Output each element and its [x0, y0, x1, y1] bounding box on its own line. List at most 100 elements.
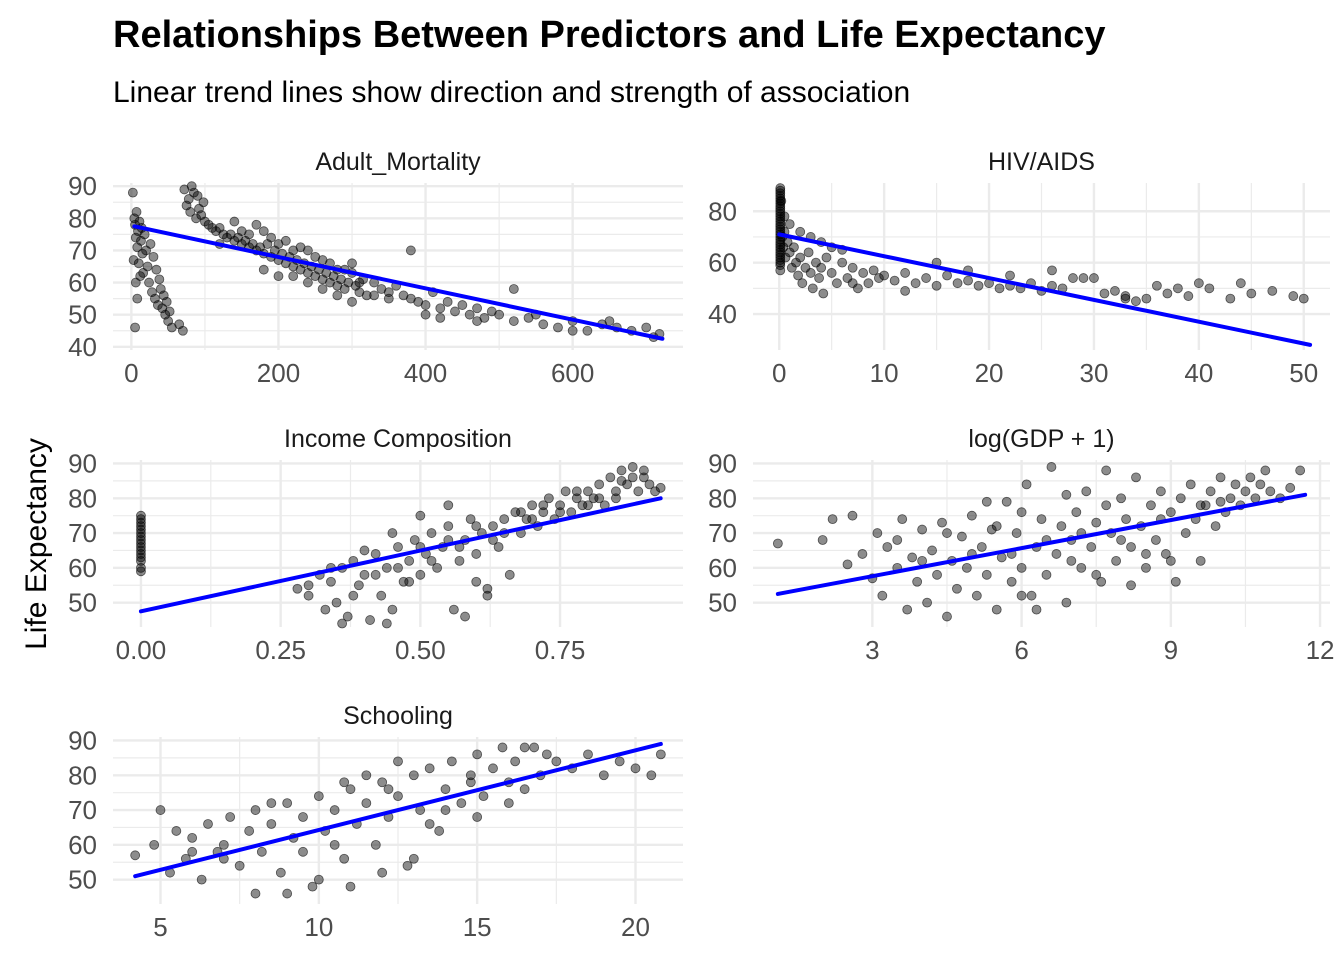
data-point [541, 749, 552, 760]
data-point [577, 500, 588, 511]
data-point [857, 549, 868, 559]
data-point [1155, 486, 1166, 497]
data-point [454, 555, 465, 566]
data-point [567, 325, 578, 336]
data-point [376, 284, 387, 294]
data-point [332, 290, 343, 301]
data-point [187, 832, 198, 843]
data-point [337, 618, 348, 629]
data-point [1051, 549, 1062, 559]
data-point [1016, 590, 1027, 601]
data-point [387, 604, 398, 615]
data-point [882, 542, 893, 552]
data-point [1151, 535, 1161, 545]
x-tick-label: 10 [870, 358, 899, 388]
data-point [342, 611, 353, 622]
data-point [1152, 280, 1162, 291]
data-point [818, 288, 829, 299]
data-point [1298, 293, 1309, 304]
data-point [136, 521, 146, 532]
data-point [616, 475, 627, 486]
data-point [225, 812, 236, 822]
y-tick-label: 90 [68, 725, 97, 755]
data-point [858, 268, 869, 278]
data-point [1230, 479, 1241, 490]
data-point [465, 770, 476, 781]
data-point [359, 545, 370, 556]
data-point [650, 486, 660, 497]
data-point [472, 316, 482, 326]
data-point [775, 255, 786, 265]
facet-title: HIV/AIDS [988, 148, 1095, 176]
data-point [789, 242, 799, 253]
data-point [432, 562, 443, 573]
data-point [598, 770, 609, 781]
data-point [917, 555, 928, 566]
facet-panel: 5 10 15 20 50 60 70 80 90 Schooling [68, 702, 683, 942]
data-point [803, 247, 814, 258]
data-point [784, 219, 795, 230]
data-point [336, 274, 346, 285]
data-point [1285, 482, 1296, 493]
data-point [365, 615, 375, 625]
data-point [136, 562, 146, 573]
data-point [991, 521, 1002, 532]
data-point [420, 300, 431, 310]
data-point [795, 252, 806, 263]
data-point [185, 207, 196, 217]
data-point [847, 278, 858, 289]
data-point [320, 604, 331, 615]
data-points [775, 183, 1309, 307]
data-point [148, 251, 159, 262]
facet-panel: 0 10 20 30 40 50 40 60 80 HIV/AIDS [708, 148, 1330, 388]
data-point [994, 283, 1005, 294]
data-point [376, 590, 387, 601]
data-point [853, 283, 863, 294]
x-tick-label: 6 [1014, 635, 1028, 665]
data-point [424, 819, 435, 829]
data-point [611, 493, 621, 504]
data-point [443, 521, 454, 532]
data-point [963, 275, 973, 286]
data-point [244, 229, 254, 240]
data-point [478, 791, 489, 802]
data-point [800, 262, 811, 273]
data-point [303, 277, 313, 288]
data-point [446, 756, 457, 767]
data-point [1031, 604, 1042, 615]
trend-line [138, 496, 663, 614]
data-point [196, 874, 207, 885]
data-point [638, 465, 649, 476]
facet-title: Income Composition [284, 425, 512, 453]
x-tick-label: 600 [551, 358, 594, 388]
data-point [553, 322, 563, 333]
data-point [1141, 562, 1151, 573]
data-point [295, 242, 306, 253]
data-point [258, 226, 269, 237]
data-point [952, 278, 963, 289]
data-point [560, 486, 571, 497]
y-tick-label: 50 [68, 300, 97, 330]
data-point [1081, 486, 1092, 497]
y-tick-label: 80 [68, 760, 97, 790]
data-point [465, 777, 476, 788]
data-point [1170, 576, 1181, 587]
data-point [229, 216, 240, 227]
data-point [971, 590, 982, 601]
data-point [1141, 293, 1152, 304]
data-point [179, 184, 190, 195]
data-point [973, 280, 984, 291]
data-point [472, 812, 483, 822]
data-point [1046, 462, 1057, 472]
data-point [655, 482, 666, 493]
data-point [345, 881, 356, 892]
data-point [863, 278, 874, 289]
data-point [273, 239, 284, 249]
trend-line [132, 224, 665, 341]
data-point [359, 569, 370, 580]
data-point [1068, 273, 1078, 283]
data-point [582, 325, 593, 336]
data-point [912, 576, 923, 587]
data-point [1076, 562, 1087, 573]
data-point [921, 273, 931, 283]
